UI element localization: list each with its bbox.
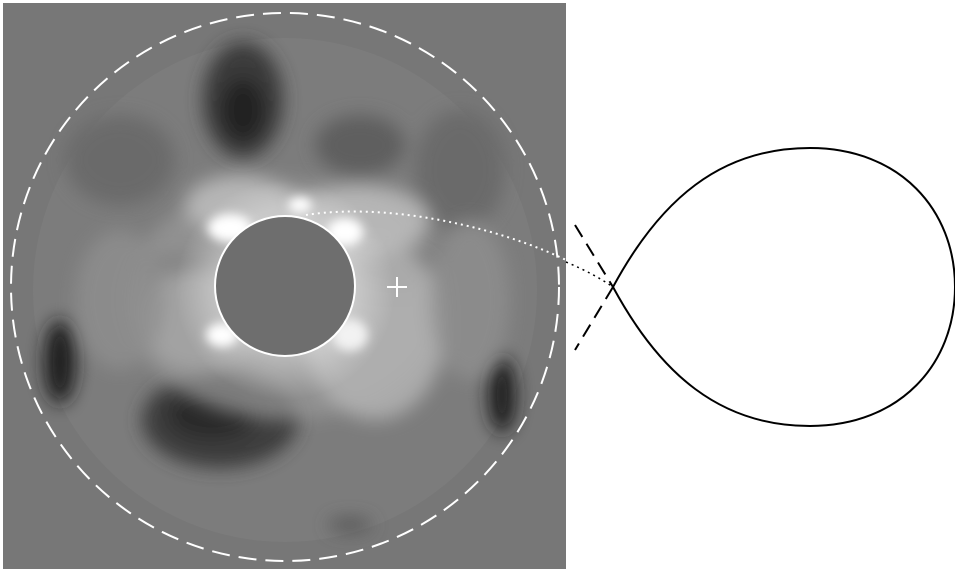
projection-dotted-curve-outside [565,261,614,288]
outer-boundary-dashed [10,12,560,562]
dark-features [44,42,516,532]
plus-icon [387,277,407,297]
coronagraph-image [3,3,566,569]
loop-curve [612,146,955,428]
occulter-disk [214,215,356,357]
projection-dotted-curve [305,210,614,288]
loop-dashed-legs [574,224,614,351]
magnetic-loop-diagram [574,146,955,428]
